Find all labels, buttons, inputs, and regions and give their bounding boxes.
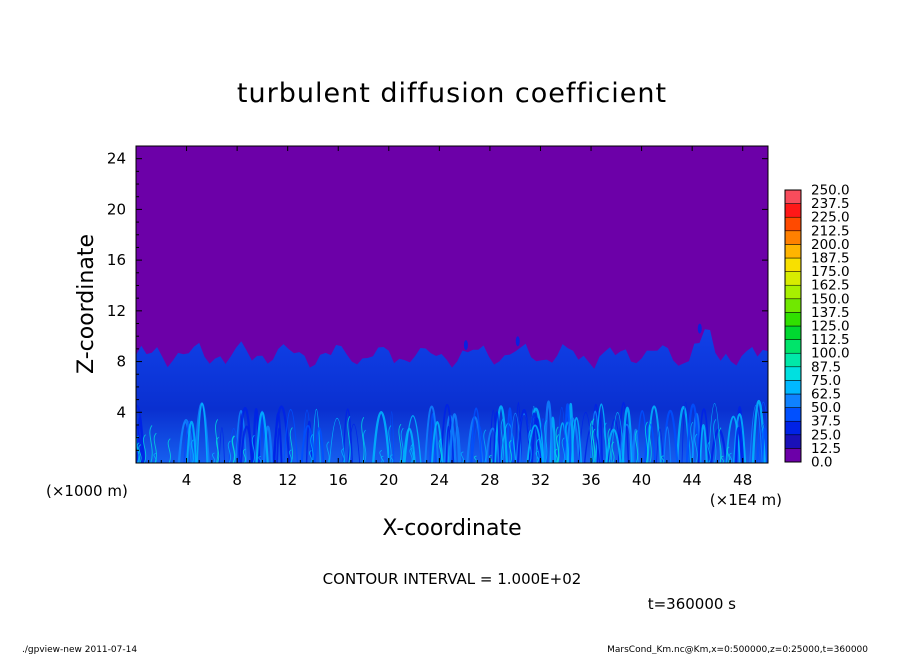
x-tick-label: 28	[480, 471, 499, 489]
colorbar-label: 125.0	[811, 319, 850, 335]
plumes	[136, 323, 768, 463]
colorbar-bin	[784, 448, 802, 463]
colorbar-label: 37.5	[811, 414, 841, 430]
y-tick-label: 16	[107, 251, 126, 269]
colorbar-bin	[784, 271, 802, 286]
colorbar-label: 62.5	[811, 387, 841, 403]
colorbar-bin	[784, 366, 802, 381]
x-axis: 4 8 12 16 20 24 28 32 36 40 44 48	[148, 146, 756, 489]
x-tick-label: 20	[379, 471, 398, 489]
x-tick-label: 4	[182, 471, 192, 489]
y-axis: 4 8 12 16 20 24	[107, 150, 768, 451]
y-axis-label: Z-coordinate	[74, 234, 99, 374]
colorbar-label: 12.5	[811, 441, 841, 457]
y-tick-label: 4	[116, 403, 126, 421]
x-tick-label: 24	[430, 471, 449, 489]
plot-area	[136, 146, 768, 463]
colorbar-label: 162.5	[811, 278, 850, 294]
y-tick-label: 12	[107, 302, 126, 320]
contour-interval: CONTOUR INTERVAL = 1.000E+02	[323, 570, 582, 588]
y-tick-label: 24	[107, 150, 126, 168]
colorbar-label: 237.5	[811, 196, 850, 212]
x-tick-label: 48	[733, 471, 752, 489]
colorbar-bin	[784, 284, 802, 300]
colorbar: 0.012.525.037.550.062.575.087.5100.0112.…	[784, 183, 850, 471]
colorbar-bin	[784, 393, 802, 408]
colorbar-bin	[784, 312, 802, 327]
footer-left: ./gpview-new 2011-07-14	[22, 645, 137, 654]
colorbar-label: 50.0	[811, 400, 841, 416]
colorbar-bin	[784, 339, 802, 354]
x-tick-label: 40	[632, 471, 651, 489]
footer-right: MarsCond_Km.nc@Km,x=0:500000,z=0:25000,t…	[607, 645, 868, 654]
colorbar-bin	[784, 298, 802, 313]
colorbar-bin	[784, 244, 802, 259]
x-tick-label: 8	[232, 471, 242, 489]
colorbar-frame	[784, 189, 802, 463]
colorbar-bin	[784, 203, 802, 218]
colorbar-label: 200.0	[811, 237, 850, 253]
x-tick-label: 36	[581, 471, 600, 489]
y-unit-label: (×1000 m)	[46, 482, 128, 500]
colorbar-bin	[784, 407, 802, 422]
colorbar-label: 137.5	[811, 305, 850, 321]
colorbar-label: 250.0	[811, 183, 850, 199]
colorbar-bin	[784, 189, 802, 204]
colorbar-label: 0.0	[811, 455, 832, 471]
colorbar-bin	[784, 352, 802, 368]
colorbar-label: 150.0	[811, 291, 850, 307]
colorbar-bin	[784, 257, 802, 272]
colorbar-label: 87.5	[811, 359, 841, 375]
colorbar-label: 212.5	[811, 223, 850, 239]
x-tick-label: 12	[278, 471, 297, 489]
colorbar-label: 100.0	[811, 346, 850, 362]
colorbar-label: 187.5	[811, 251, 850, 267]
x-unit-label: (×1E4 m)	[710, 491, 782, 509]
colorbar-label: 175.0	[811, 264, 850, 280]
x-axis-label: X-coordinate	[382, 516, 521, 541]
x-tick-label: 44	[683, 471, 702, 489]
colorbar-label: 75.0	[811, 373, 841, 389]
x-tick-label: 32	[531, 471, 550, 489]
colorbar-label: 225.0	[811, 210, 850, 226]
colorbar-label: 25.0	[811, 427, 841, 443]
y-tick-label: 8	[116, 353, 126, 371]
chart-title: turbulent diffusion coefficient	[237, 78, 667, 109]
x-tick-label: 16	[329, 471, 348, 489]
colorbar-bin	[784, 380, 802, 395]
colorbar-bin	[784, 230, 802, 245]
colorbar-bin	[784, 325, 802, 340]
time-label: t=360000 s	[648, 595, 736, 613]
colorbar-bin	[784, 216, 802, 232]
colorbar-label: 112.5	[811, 332, 850, 348]
colorbar-bin	[784, 420, 802, 436]
y-tick-label: 20	[107, 200, 126, 218]
colorbar-bin	[784, 434, 802, 449]
